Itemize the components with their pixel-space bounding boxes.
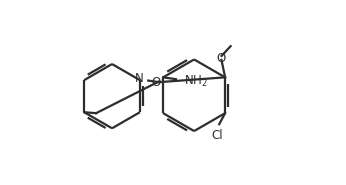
Text: NH$_2$: NH$_2$ xyxy=(184,73,208,89)
Text: O: O xyxy=(216,52,225,65)
Text: O: O xyxy=(151,76,160,89)
Text: N: N xyxy=(135,72,143,85)
Text: Cl: Cl xyxy=(211,129,223,142)
